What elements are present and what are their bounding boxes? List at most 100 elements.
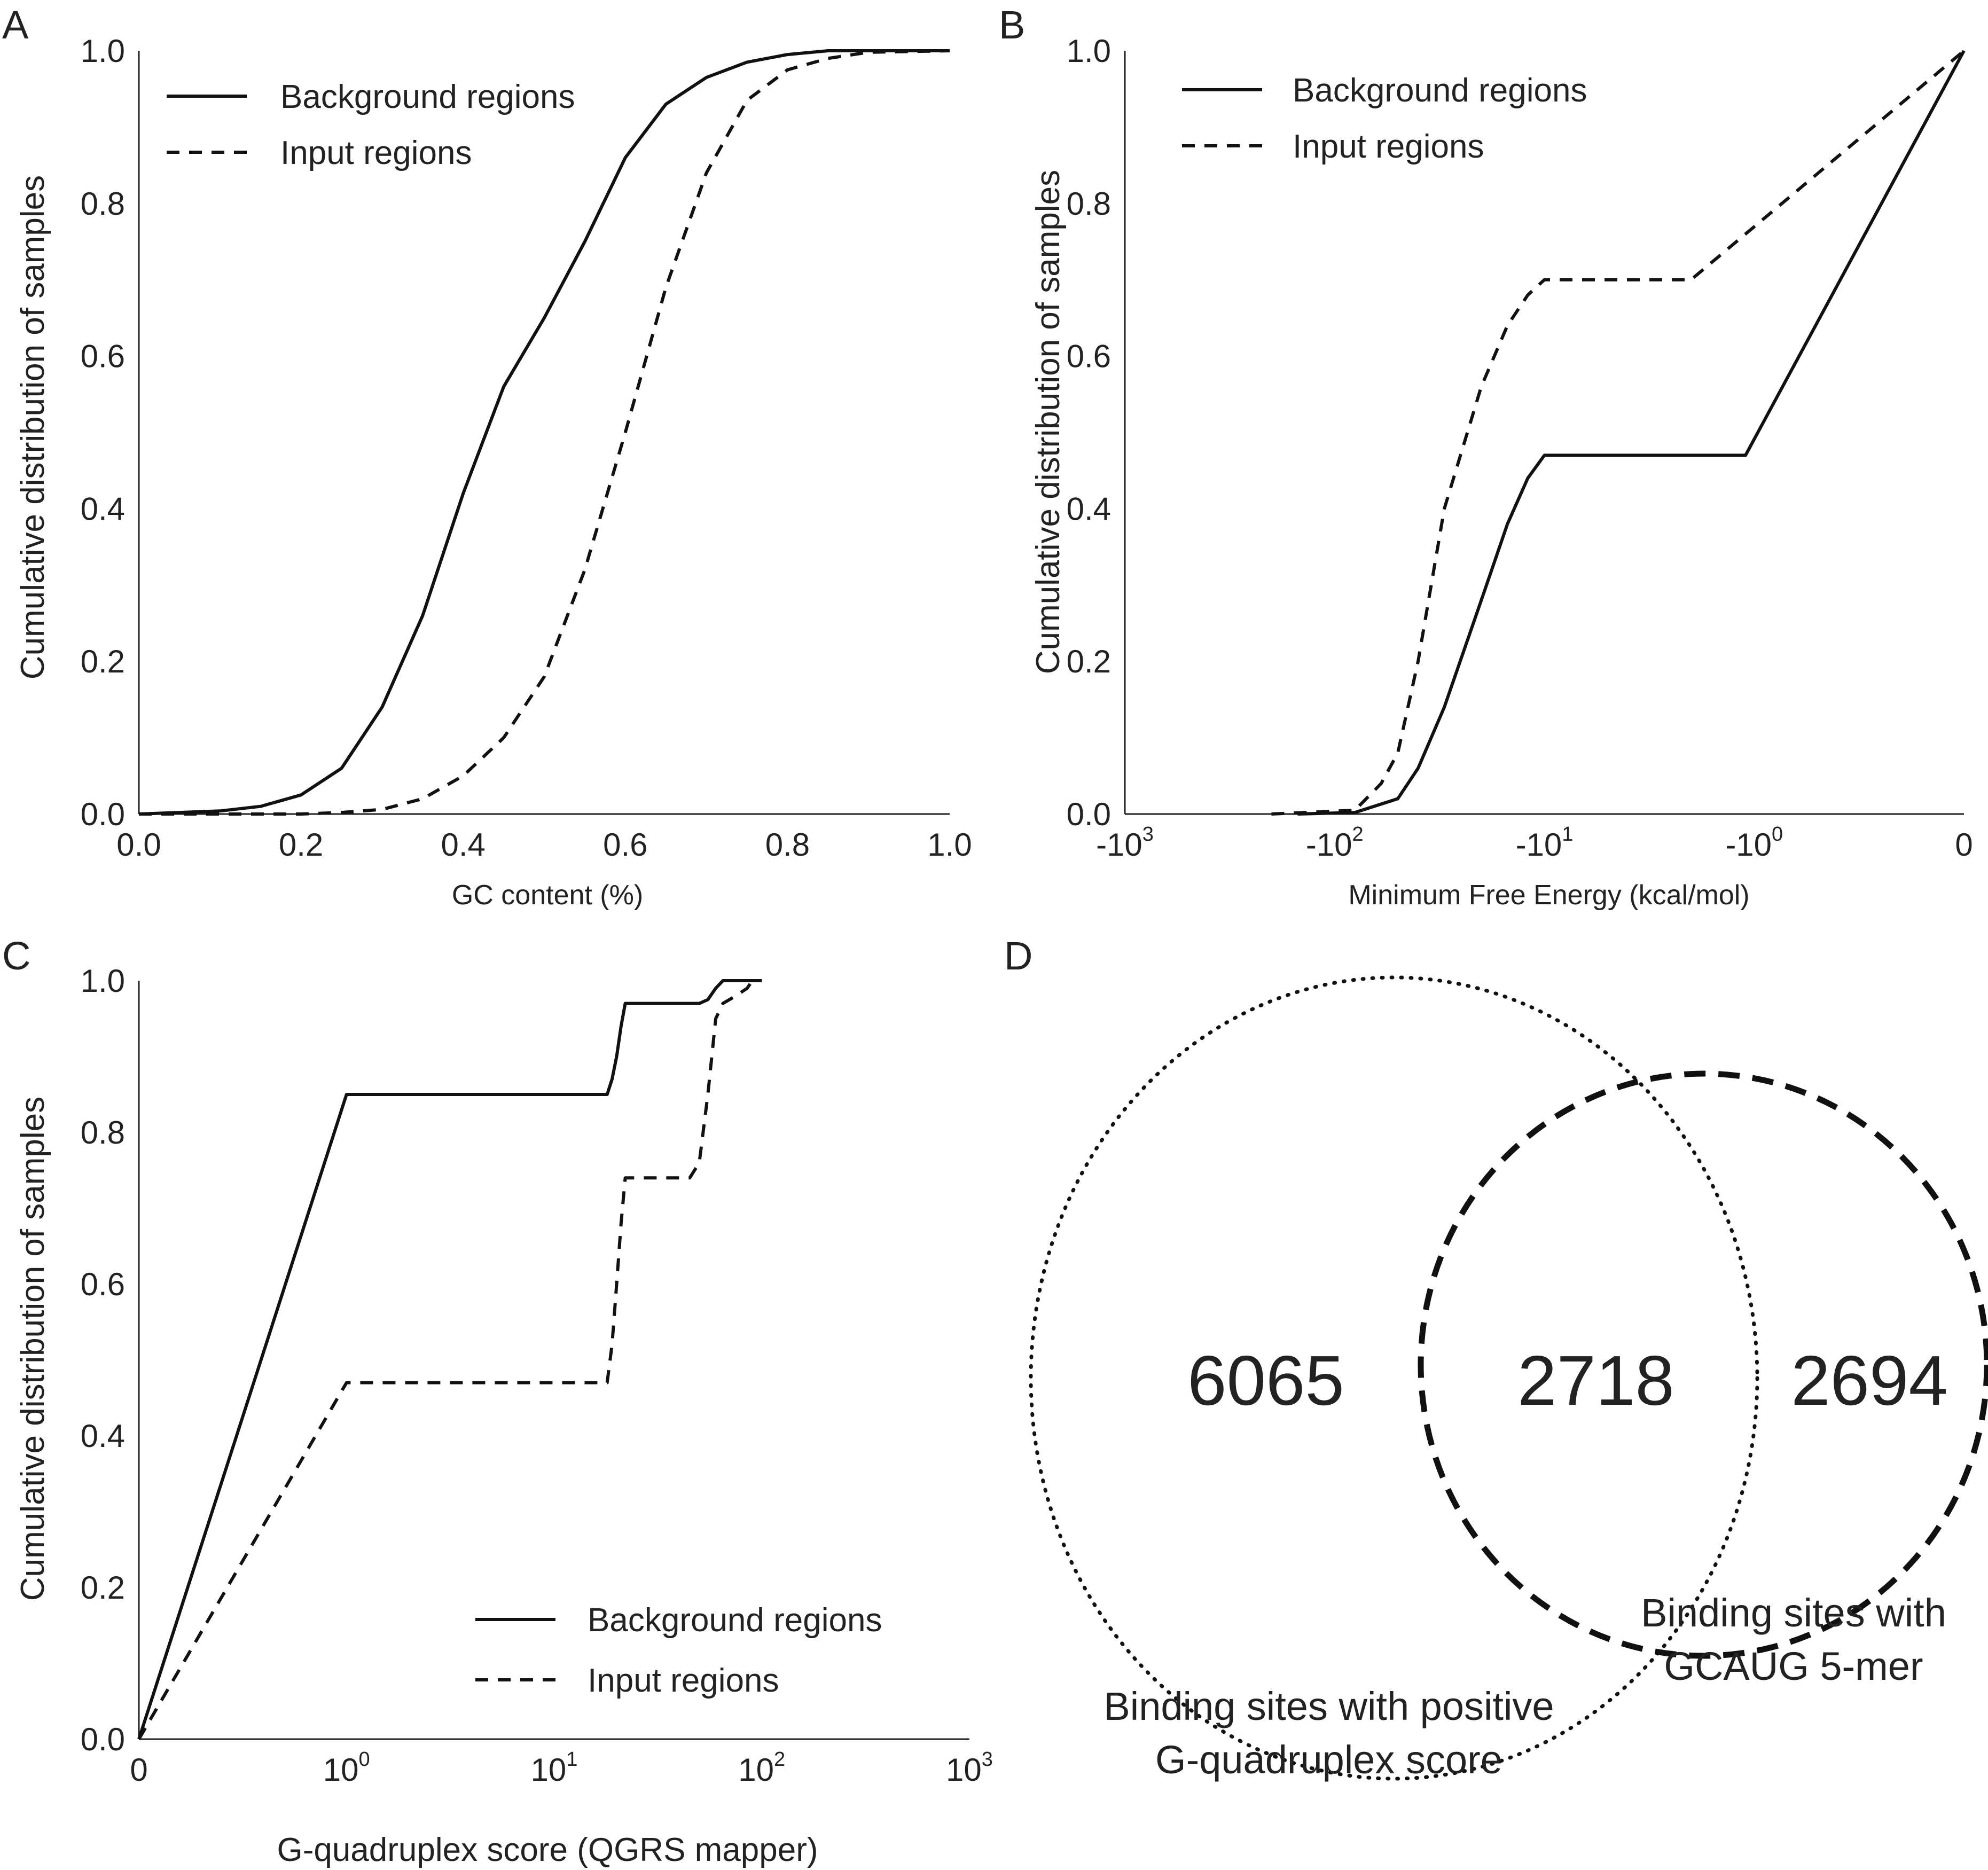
axes-a bbox=[138, 51, 950, 815]
x-tick-label-a: 0.6 bbox=[603, 827, 647, 863]
x-tick-label-a: 0.4 bbox=[441, 827, 485, 863]
series-b bbox=[1271, 49, 1966, 816]
legend-entry-background-a: Background regions bbox=[280, 79, 575, 115]
y-axis-label-a: Cumulative distribution of samples bbox=[14, 175, 51, 679]
y-tick-label-c: 0.4 bbox=[81, 1418, 125, 1454]
x-axis-label-c: G-quadruplex score (QGRS mapper) bbox=[277, 1832, 818, 1868]
legend-b: Background regions Input regions bbox=[1182, 72, 1587, 165]
y-tick-label-a: 0.2 bbox=[81, 644, 125, 679]
x-tick-base-b: -10 bbox=[1306, 827, 1352, 863]
series-line-background-b bbox=[1297, 50, 1966, 816]
x-ticks-a: 0.0 0.2 0.4 0.6 0.8 1.0 bbox=[116, 827, 972, 863]
x-tick-label-c: 100 bbox=[323, 1748, 370, 1788]
series-line-input-b bbox=[1271, 49, 1965, 816]
panel-c: C Cumulative distribution of samples G-q… bbox=[2, 934, 993, 1868]
x-tick-label-c: 101 bbox=[531, 1748, 578, 1788]
x-tick-label-a: 0.0 bbox=[116, 827, 161, 863]
venn-label-right-line2: GCAUG 5-mer bbox=[1664, 1644, 1923, 1688]
series-line-input-a bbox=[139, 49, 950, 816]
x-tick-exponent-b: 3 bbox=[1142, 823, 1154, 846]
y-tick-label-a: 1.0 bbox=[81, 33, 125, 69]
y-tick-label-c: 0.6 bbox=[81, 1266, 125, 1302]
y-axis-label-c: Cumulative distribution of samples bbox=[14, 1097, 51, 1601]
x-tick-exponent-c: 0 bbox=[359, 1748, 370, 1771]
x-tick-exponent-b: 1 bbox=[1562, 823, 1573, 846]
axes-c bbox=[138, 981, 969, 1740]
series-line-background-a bbox=[138, 49, 950, 816]
x-axis-label-a: GC content (%) bbox=[452, 880, 643, 911]
legend-c: Background regions Input regions bbox=[475, 1602, 882, 1699]
venn-circle-g-quadruplex bbox=[1029, 975, 1759, 1781]
y-tick-label-c: 0.8 bbox=[81, 1115, 125, 1151]
venn-label-right-line1: Binding sites with bbox=[1641, 1591, 1946, 1635]
x-tick-label-b: 0 bbox=[1955, 827, 1973, 863]
y-tick-label-b: 0.0 bbox=[1067, 796, 1111, 832]
y-tick-label-b: 0.2 bbox=[1067, 644, 1111, 679]
x-tick-base-c: 10 bbox=[738, 1752, 774, 1788]
x-tick-base-b: -10 bbox=[1725, 827, 1772, 863]
venn-circle-gcaug bbox=[1418, 1070, 1988, 1659]
panel-label-b: B bbox=[999, 3, 1025, 47]
y-tick-label-c: 1.0 bbox=[81, 963, 125, 999]
x-tick-base-c: 0 bbox=[130, 1752, 147, 1788]
y-tick-label-a: 0.8 bbox=[81, 186, 125, 222]
legend-entry-input-b: Input regions bbox=[1293, 128, 1484, 165]
x-tick-exponent-c: 3 bbox=[982, 1748, 993, 1771]
legend-entry-input-c: Input regions bbox=[588, 1662, 779, 1699]
panel-label-a: A bbox=[2, 3, 29, 47]
x-tick-base-b: 0 bbox=[1955, 827, 1973, 863]
x-tick-exponent-b: 0 bbox=[1772, 823, 1783, 846]
series-a bbox=[138, 49, 950, 816]
y-axis-label-b: Cumulative distribution of samples bbox=[1030, 170, 1067, 674]
x-tick-exponent-c: 1 bbox=[566, 1748, 577, 1771]
y-ticks-b: 0.0 0.2 0.4 0.6 0.8 1.0 bbox=[1067, 33, 1111, 832]
axes-b bbox=[1124, 51, 1964, 815]
x-tick-label-b: -101 bbox=[1516, 823, 1574, 863]
x-tick-label-a: 0.2 bbox=[279, 827, 323, 863]
venn-count-right-only: 2694 bbox=[1791, 1341, 1948, 1420]
x-tick-label-c: 103 bbox=[946, 1748, 993, 1788]
x-tick-base-b: -10 bbox=[1096, 827, 1142, 863]
x-tick-base-c: 10 bbox=[323, 1752, 359, 1788]
y-tick-label-b: 0.8 bbox=[1067, 186, 1111, 222]
x-tick-label-c: 0 bbox=[130, 1752, 147, 1788]
x-tick-base-c: 10 bbox=[946, 1752, 982, 1788]
x-tick-label-c: 102 bbox=[738, 1748, 785, 1788]
y-ticks-c: 0.0 0.2 0.4 0.6 0.8 1.0 bbox=[81, 963, 125, 1757]
x-tick-base-c: 10 bbox=[531, 1752, 567, 1788]
x-tick-base-b: -10 bbox=[1516, 827, 1562, 863]
y-ticks-a: 0.0 0.2 0.4 0.6 0.8 1.0 bbox=[81, 33, 125, 832]
y-tick-label-a: 0.4 bbox=[81, 491, 125, 527]
x-tick-label-b: -100 bbox=[1725, 823, 1783, 863]
x-ticks-c: 0 100 101 102 103 bbox=[130, 1748, 993, 1788]
y-tick-label-b: 0.6 bbox=[1067, 339, 1111, 374]
legend-entry-input-a: Input regions bbox=[280, 135, 472, 171]
panel-d-venn: D 6065 2718 2694 Binding sites with posi… bbox=[1004, 934, 1988, 1782]
x-tick-label-a: 0.8 bbox=[765, 827, 810, 863]
x-axis-label-b: Minimum Free Energy (kcal/mol) bbox=[1348, 880, 1749, 911]
series-line-input-c bbox=[137, 980, 754, 1740]
venn-label-left-line1: Binding sites with positive bbox=[1103, 1684, 1554, 1728]
venn-label-left-line2: G-quadruplex score bbox=[1155, 1738, 1502, 1782]
legend-entry-background-b: Background regions bbox=[1293, 72, 1587, 109]
legend-a: Background regions Input regions bbox=[167, 79, 575, 171]
series-c bbox=[137, 979, 762, 1740]
panel-b: B Cumulative distribution of samples Min… bbox=[999, 3, 1973, 911]
legend-entry-background-c: Background regions bbox=[588, 1602, 882, 1639]
x-tick-label-b: -103 bbox=[1096, 823, 1154, 863]
x-tick-label-a: 1.0 bbox=[927, 827, 972, 863]
venn-count-overlap: 2718 bbox=[1517, 1341, 1674, 1420]
y-tick-label-b: 1.0 bbox=[1067, 33, 1111, 69]
y-tick-label-a: 0.0 bbox=[81, 796, 125, 832]
x-ticks-b: -103 -102 -101 -100 0 bbox=[1096, 823, 1973, 863]
panel-label-d: D bbox=[1004, 934, 1032, 978]
panel-label-c: C bbox=[2, 934, 30, 978]
panel-a: A Cumulative distribution of samples GC … bbox=[2, 3, 972, 911]
y-tick-label-c: 0.2 bbox=[81, 1570, 125, 1606]
x-tick-exponent-b: 2 bbox=[1352, 823, 1364, 846]
x-tick-label-b: -102 bbox=[1306, 823, 1364, 863]
series-line-background-c bbox=[137, 979, 762, 1740]
y-tick-label-b: 0.4 bbox=[1067, 491, 1111, 527]
venn-count-left-only: 6065 bbox=[1187, 1341, 1344, 1420]
